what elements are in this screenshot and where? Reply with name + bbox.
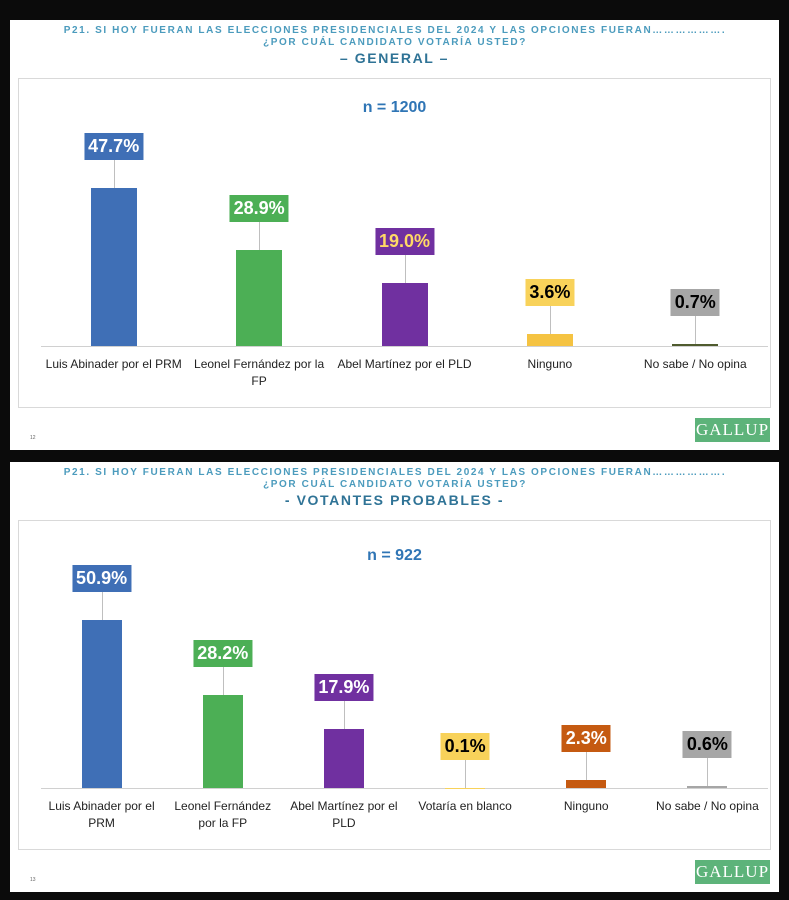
slide: P21. SI HOY FUERAN LAS ELECCIONES PRESID…	[10, 20, 779, 450]
baseline	[41, 788, 768, 789]
value-label: 28.9%	[229, 195, 289, 223]
category-label: Votaría en blanco	[418, 799, 512, 813]
bar	[323, 728, 364, 788]
bar	[687, 786, 728, 788]
bar	[202, 694, 243, 788]
value-label: 17.9%	[314, 673, 374, 701]
connector	[549, 306, 551, 335]
sample-size: n = 1200	[362, 99, 427, 116]
connector	[101, 591, 103, 620]
value-label: 47.7%	[84, 133, 144, 161]
title: P21. SI HOY FUERAN LAS ELECCIONES PRESID…	[63, 25, 727, 48]
bar	[81, 619, 122, 788]
category-label: Leonel Fernández por la FP	[174, 799, 272, 830]
page-number: 13	[30, 877, 36, 883]
plot-frame	[18, 520, 771, 850]
category-label: Abel Martínez por el PLD	[290, 799, 398, 830]
category-label: Leonel Fernández por la FP	[194, 357, 325, 388]
category-label: Abel Martínez por el PLD	[337, 357, 472, 371]
value-label: 28.2%	[193, 639, 253, 667]
value-label: 0.1%	[440, 732, 490, 760]
connector	[343, 700, 345, 729]
category-label: Ninguno	[527, 357, 573, 371]
bar	[526, 334, 573, 346]
connector	[695, 315, 697, 344]
connector	[707, 758, 709, 786]
logo: GALLUP	[695, 860, 770, 884]
slide: P21. SI HOY FUERAN LAS ELECCIONES PRESID…	[10, 462, 779, 892]
logo: GALLUP	[695, 418, 770, 442]
category-label: No sabe / No opina	[656, 799, 759, 813]
plot-frame	[18, 78, 771, 408]
bar	[566, 780, 607, 788]
sample-size: n = 922	[367, 547, 422, 564]
connector	[404, 255, 406, 284]
baseline	[41, 346, 768, 347]
connector	[259, 222, 261, 251]
connector	[222, 666, 224, 695]
page-number: 12	[30, 435, 36, 441]
value-label: 19.0%	[374, 228, 435, 256]
category-label: Luis Abinader por el PRM	[45, 357, 182, 371]
category-label: No sabe / No opina	[643, 357, 747, 371]
bar	[381, 283, 428, 346]
bar	[236, 250, 283, 346]
category-label: Luis Abinader por el PRM	[48, 799, 155, 830]
value-label: 0.7%	[670, 288, 720, 316]
subtitle: - VOTANTES PROBABLES -	[284, 492, 505, 508]
connector	[586, 752, 588, 781]
bar	[672, 343, 719, 346]
value-label: 50.9%	[72, 564, 132, 592]
title: P21. SI HOY FUERAN LAS ELECCIONES PRESID…	[63, 467, 727, 490]
category-label: Ninguno	[563, 799, 609, 813]
subtitle: – GENERAL –	[339, 50, 450, 66]
bar	[90, 188, 137, 346]
value-label: 0.6%	[682, 731, 732, 758]
connector	[113, 160, 115, 189]
value-label: 3.6%	[525, 279, 575, 307]
value-label: 2.3%	[561, 725, 611, 753]
connector	[465, 759, 467, 788]
